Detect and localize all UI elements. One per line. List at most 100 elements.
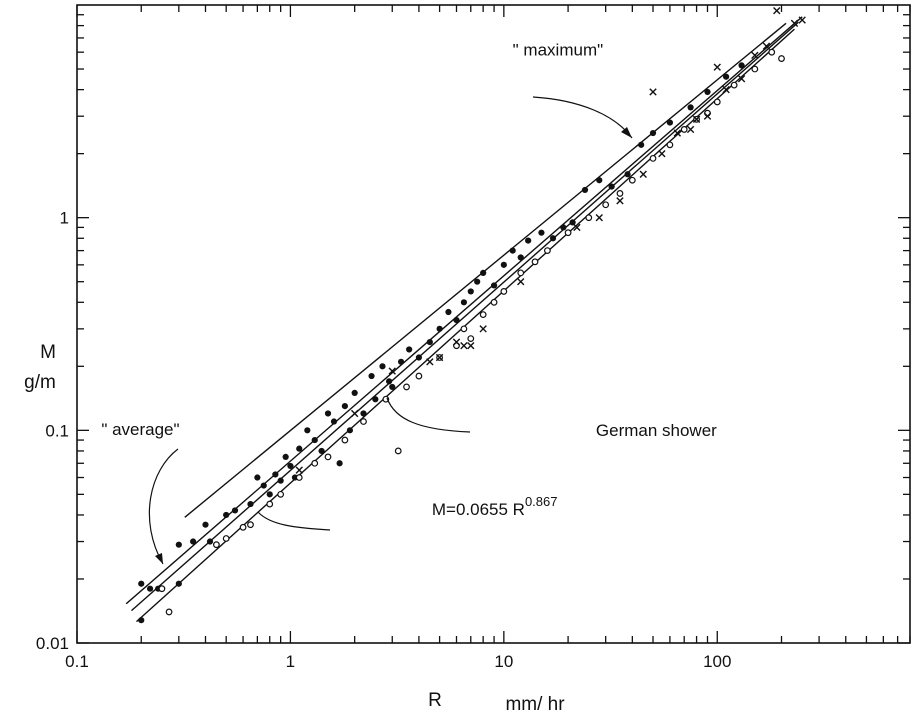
annotation-arrows: [148, 96, 633, 565]
data-point-cross: [658, 149, 666, 158]
data-point-open: [403, 383, 410, 391]
data-point-cross: [616, 197, 624, 205]
annotation-maximum: " maximum": [513, 40, 603, 59]
data-point-open: [680, 126, 688, 133]
data-point-filled: [397, 358, 405, 365]
data-point-open: [500, 288, 508, 295]
data-point-open: [713, 98, 721, 106]
data-point-filled: [138, 580, 145, 587]
data-point-open: [213, 541, 220, 549]
data-point-open: [222, 535, 230, 542]
data-point-filled: [324, 410, 332, 417]
data-point-open: [460, 325, 468, 333]
data-point-cross: [722, 85, 730, 94]
data-point-filled: [517, 254, 524, 261]
data-point-open: [616, 190, 624, 197]
data-point-open: [544, 247, 551, 255]
data-point-filled: [738, 62, 745, 69]
data-point-cross: [388, 367, 396, 375]
data-point-filled: [260, 482, 267, 489]
data-point-filled: [704, 88, 711, 96]
data-point-open: [266, 500, 274, 508]
data-point-open: [415, 372, 423, 380]
data-point-filled: [190, 538, 197, 545]
data-point-cross: [517, 277, 525, 286]
data-point-filled: [480, 269, 487, 276]
data-point-open: [277, 490, 285, 498]
y-axis-symbol: M: [40, 342, 56, 363]
data-point-filled: [287, 462, 294, 470]
data-point-filled: [282, 453, 289, 461]
data-point-cross: [751, 51, 759, 60]
data-point-cross: [435, 353, 444, 362]
y-tick-label: 0.1: [45, 421, 69, 440]
data-point-filled: [649, 129, 657, 137]
annotation-average: " average": [101, 420, 179, 439]
annotation-german-shower: German shower: [596, 421, 717, 440]
data-point-cross: [426, 358, 434, 366]
data-point-open: [517, 269, 525, 277]
data-point-cross: [737, 75, 746, 83]
data-point-filled: [596, 177, 603, 184]
data-point-open: [158, 585, 166, 593]
data-point-cross: [460, 342, 468, 350]
data-point-filled: [277, 477, 284, 484]
data-point-cross: [452, 338, 461, 346]
average-arrow: [148, 448, 179, 565]
x-tick-label: 1: [286, 652, 295, 671]
data-point-filled: [500, 261, 507, 268]
data-point-cross: [790, 19, 799, 28]
maximum-arrowhead: [621, 127, 632, 138]
data-point-filled: [175, 580, 182, 587]
equation-pointer: [257, 511, 331, 531]
data-point-filled: [372, 396, 379, 403]
data-point-filled: [341, 403, 349, 410]
data-point-open: [341, 436, 349, 444]
data-point-open: [585, 214, 593, 222]
regression-lines: [125, 16, 803, 623]
y-axis-unit: g/m: [24, 372, 56, 393]
data-point-filled: [247, 500, 254, 508]
data-point-filled: [330, 418, 338, 425]
data-point-filled: [368, 372, 375, 380]
data-point-filled: [231, 507, 239, 514]
data-point-open: [768, 48, 776, 56]
data-point-filled: [638, 141, 645, 148]
data-point-open: [295, 474, 303, 481]
data-point-open: [394, 447, 402, 455]
data-point-open: [467, 335, 475, 342]
data-point-cross: [762, 42, 771, 50]
data-point-open: [311, 459, 319, 467]
data-point-filled: [415, 354, 423, 361]
data-point-open: [531, 258, 539, 266]
data-point-cross: [692, 115, 701, 124]
data-point-open: [247, 521, 254, 529]
data-point-filled: [538, 229, 545, 236]
data-point-open: [649, 154, 657, 162]
data-point-filled: [386, 378, 393, 385]
german-shower-pointer: [386, 397, 471, 433]
data-point-filled: [525, 237, 532, 244]
data-point-open: [479, 311, 487, 319]
data-point-cross: [573, 223, 581, 232]
data-point-cross: [773, 7, 781, 15]
data-point-filled: [360, 410, 367, 417]
data-point-cross: [713, 63, 721, 71]
data-point-filled: [509, 247, 516, 254]
data-point-filled: [474, 278, 481, 285]
data-point-filled: [206, 538, 214, 545]
x-axis-symbol: R: [428, 690, 442, 711]
data-point-cross: [595, 213, 603, 222]
data-point-filled: [202, 521, 209, 528]
data-point-filled: [296, 445, 303, 452]
equation-main: M=0.0655 R: [432, 500, 525, 519]
data-point-open: [666, 141, 674, 149]
data-point-filled: [436, 325, 443, 332]
data-point-open: [602, 201, 610, 209]
fit-line: [184, 22, 787, 518]
data-point-filled: [351, 389, 358, 396]
y-tick-label: 1: [60, 209, 69, 228]
data-point-filled: [175, 541, 182, 548]
data-point-open: [490, 298, 498, 306]
